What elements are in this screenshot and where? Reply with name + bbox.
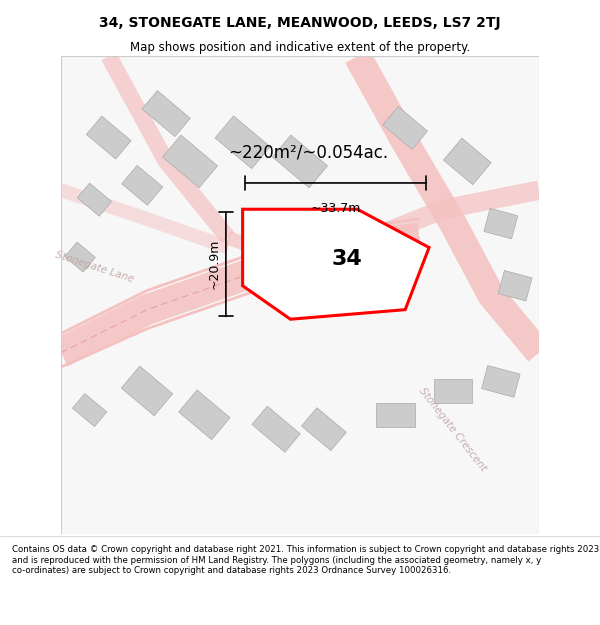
Text: 34, STONEGATE LANE, MEANWOOD, LEEDS, LS7 2TJ: 34, STONEGATE LANE, MEANWOOD, LEEDS, LS7… [99,16,501,30]
Bar [498,271,532,301]
Bar [86,116,131,159]
Bar [65,242,95,272]
Bar [484,208,518,239]
Text: Map shows position and indicative extent of the property.: Map shows position and indicative extent… [130,41,470,54]
Bar [252,406,300,452]
Text: ~33.7m: ~33.7m [311,202,361,215]
Bar [121,366,173,416]
Bar [73,394,107,427]
Text: ~220m²/~0.054ac.: ~220m²/~0.054ac. [229,143,389,161]
Bar [122,166,163,205]
Bar [383,106,428,149]
Bar [142,91,190,137]
Bar [482,366,520,398]
Polygon shape [242,209,429,319]
Bar [215,116,270,169]
Bar [77,183,112,216]
Text: Contains OS data © Crown copyright and database right 2021. This information is : Contains OS data © Crown copyright and d… [12,545,599,575]
Bar [443,138,491,185]
Text: ~20.9m: ~20.9m [208,239,220,289]
Text: Stonegate Crescent: Stonegate Crescent [418,386,488,473]
Text: Stonegate Lane: Stonegate Lane [54,249,135,284]
Bar [272,135,328,188]
Bar [163,135,218,188]
Bar [179,390,230,439]
Bar [377,403,415,427]
Bar [302,408,346,451]
Bar [434,379,472,403]
Text: 34: 34 [332,249,362,269]
